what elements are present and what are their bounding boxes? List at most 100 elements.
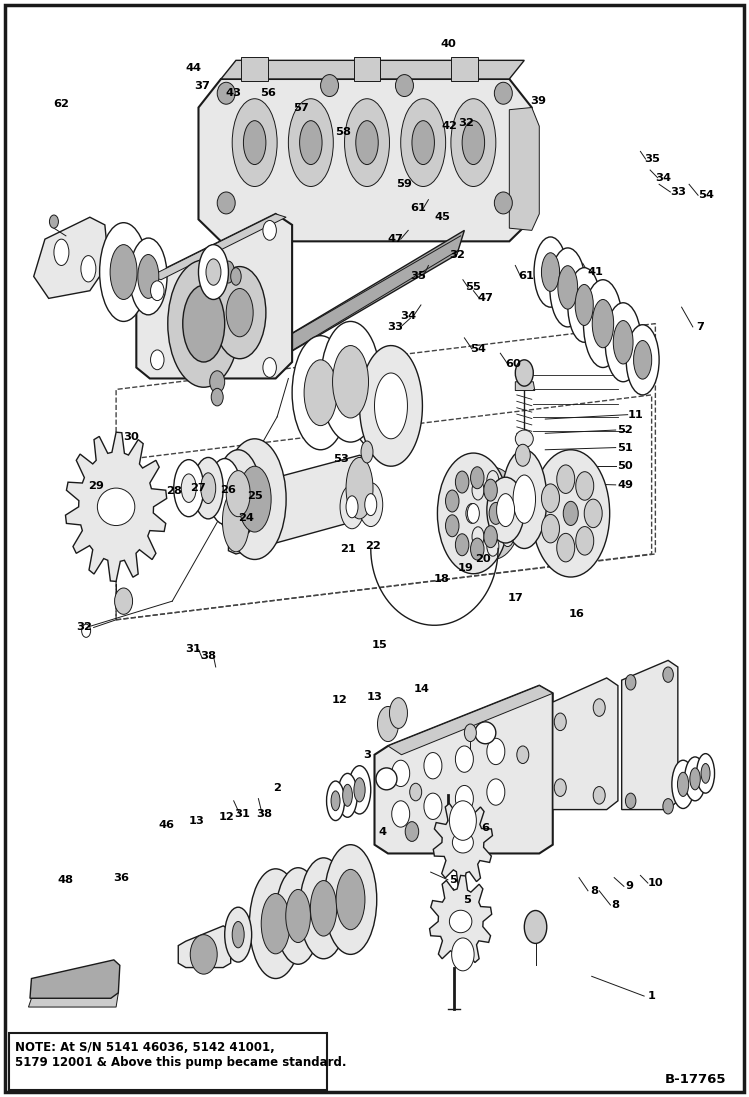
Ellipse shape: [225, 907, 252, 962]
Text: 2: 2: [273, 782, 281, 793]
Text: 17: 17: [507, 592, 524, 603]
Ellipse shape: [502, 450, 547, 548]
Text: 5: 5: [449, 874, 457, 885]
Ellipse shape: [515, 360, 533, 386]
Ellipse shape: [626, 325, 659, 395]
Text: 39: 39: [530, 95, 546, 106]
Ellipse shape: [605, 303, 641, 382]
Ellipse shape: [321, 321, 380, 442]
Text: 34: 34: [655, 172, 671, 183]
Ellipse shape: [532, 450, 610, 577]
Text: 55: 55: [465, 282, 482, 293]
Ellipse shape: [424, 753, 442, 779]
Ellipse shape: [494, 192, 512, 214]
Polygon shape: [221, 60, 524, 79]
Text: 14: 14: [413, 683, 430, 694]
Ellipse shape: [405, 822, 419, 841]
Ellipse shape: [542, 484, 560, 512]
Ellipse shape: [576, 527, 594, 555]
Ellipse shape: [487, 477, 524, 543]
Ellipse shape: [487, 738, 505, 765]
Text: 60: 60: [505, 359, 521, 370]
Text: 33: 33: [387, 321, 404, 332]
Ellipse shape: [464, 724, 476, 742]
Text: 61: 61: [410, 203, 426, 214]
Ellipse shape: [263, 220, 276, 240]
Text: 12: 12: [331, 694, 348, 705]
Ellipse shape: [449, 801, 476, 840]
Ellipse shape: [613, 320, 633, 364]
Ellipse shape: [217, 192, 235, 214]
Text: 15: 15: [372, 640, 388, 651]
Text: 53: 53: [333, 453, 349, 464]
Ellipse shape: [575, 284, 593, 326]
Polygon shape: [430, 875, 491, 968]
Ellipse shape: [151, 350, 164, 370]
Ellipse shape: [208, 459, 241, 524]
Text: 35: 35: [643, 154, 660, 165]
Ellipse shape: [494, 82, 512, 104]
Text: 12: 12: [219, 812, 235, 823]
Ellipse shape: [389, 698, 407, 728]
Ellipse shape: [592, 299, 613, 348]
Ellipse shape: [584, 499, 602, 528]
Text: 13: 13: [366, 691, 383, 702]
Text: 11: 11: [627, 409, 643, 420]
Ellipse shape: [517, 746, 529, 764]
Circle shape: [452, 832, 473, 853]
Text: 48: 48: [58, 874, 74, 885]
Ellipse shape: [502, 480, 514, 500]
Ellipse shape: [583, 280, 622, 367]
Ellipse shape: [286, 890, 311, 942]
Ellipse shape: [455, 471, 469, 493]
Text: 27: 27: [190, 483, 207, 494]
Ellipse shape: [346, 457, 373, 519]
Circle shape: [97, 488, 135, 525]
Ellipse shape: [678, 772, 689, 796]
Ellipse shape: [226, 471, 250, 517]
Ellipse shape: [181, 474, 196, 502]
Ellipse shape: [625, 793, 636, 808]
Polygon shape: [360, 346, 422, 466]
Ellipse shape: [484, 479, 497, 501]
Ellipse shape: [484, 525, 497, 547]
Text: 32: 32: [76, 622, 92, 633]
Ellipse shape: [452, 938, 474, 971]
Polygon shape: [509, 108, 539, 230]
Ellipse shape: [300, 858, 348, 959]
Ellipse shape: [81, 256, 96, 282]
Ellipse shape: [576, 472, 594, 500]
Ellipse shape: [690, 768, 700, 790]
Text: 46: 46: [158, 819, 175, 830]
Ellipse shape: [625, 675, 636, 690]
Ellipse shape: [345, 99, 389, 186]
Polygon shape: [28, 993, 118, 1007]
Ellipse shape: [446, 514, 459, 536]
Text: 16: 16: [568, 609, 585, 620]
Ellipse shape: [223, 439, 286, 559]
Ellipse shape: [515, 444, 530, 466]
Text: 50: 50: [617, 461, 634, 472]
Ellipse shape: [424, 793, 442, 819]
Ellipse shape: [198, 245, 228, 299]
Text: 5: 5: [464, 894, 471, 905]
Text: 61: 61: [518, 271, 534, 282]
Ellipse shape: [333, 346, 369, 418]
Text: 34: 34: [400, 310, 416, 321]
Text: 25: 25: [246, 490, 263, 501]
Text: 40: 40: [440, 38, 456, 49]
Polygon shape: [255, 230, 464, 373]
Ellipse shape: [550, 248, 586, 327]
Ellipse shape: [455, 534, 469, 556]
Ellipse shape: [470, 538, 484, 559]
Polygon shape: [374, 373, 407, 439]
Ellipse shape: [392, 801, 410, 827]
Ellipse shape: [401, 99, 446, 186]
Ellipse shape: [563, 501, 578, 525]
Polygon shape: [433, 799, 493, 886]
Ellipse shape: [515, 430, 533, 448]
Text: 52: 52: [617, 425, 634, 436]
Ellipse shape: [138, 255, 159, 298]
Ellipse shape: [359, 483, 383, 527]
Ellipse shape: [174, 460, 204, 517]
